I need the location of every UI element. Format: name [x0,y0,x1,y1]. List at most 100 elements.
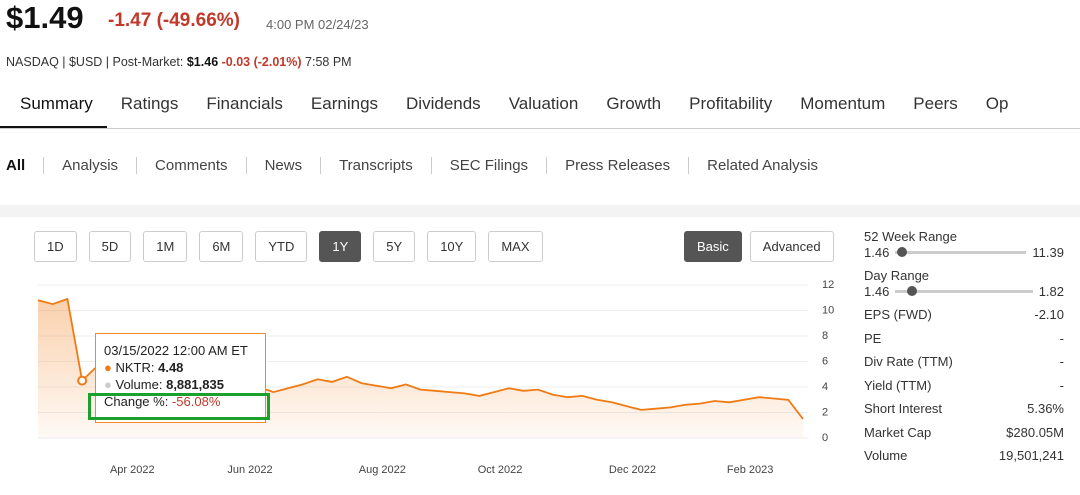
x-tick-label: Dec 2022 [609,464,656,476]
sub-tab[interactable]: Press Releases [546,157,688,174]
range-label: 52 Week Range [864,229,957,244]
stat-label: Market Cap [864,424,932,440]
range-track [895,246,1027,257]
stat-row: Short Interest 5.36% [864,401,1064,425]
range-button[interactable]: MAX [488,231,543,262]
hover-point [77,375,88,386]
stat-value: 19,501,241 [998,448,1064,463]
quote-time: 4:00 PM 02/24/23 [266,17,369,32]
tooltip-price: ● NKTR: 4.48 [104,360,184,375]
range-low: 1.46 [864,244,890,260]
post-time: 7:58 PM [305,55,352,69]
post-change: -0.03 (-2.01%) [221,55,302,69]
tab[interactable]: Op [985,94,1009,113]
highlight-box [88,393,270,420]
tooltip-volume-value: 8,881,835 [166,377,224,392]
sub-tab[interactable]: SEC Filings [430,157,546,174]
sub-tab[interactable]: Transcripts [320,157,431,174]
tab[interactable]: Growth [606,94,662,113]
y-tick-label: 10 [822,304,834,316]
sub-tab[interactable]: All [6,157,26,174]
view-button[interactable]: Advanced [749,231,834,262]
range-knob [907,285,918,296]
price: $1.49 [6,0,84,35]
sub-tab[interactable]: Comments [136,157,246,174]
tab[interactable]: Earnings [310,94,379,113]
x-tick-label: Oct 2022 [478,464,523,476]
exchange: NASDAQ | $USD | Post-Market: [6,55,184,69]
tab[interactable]: Summary [0,92,107,128]
tooltip-change-label: Change %: [104,394,169,409]
post-market-line: NASDAQ | $USD | Post-Market: $1.46 -0.03… [6,55,352,69]
range-button[interactable]: 10Y [427,231,477,262]
range-low: 1.46 [864,283,890,299]
y-tick-label: 2 [822,406,828,418]
stat-row: Volume 19,501,241 [864,448,1064,472]
view-button[interactable]: Basic [684,231,742,262]
range-button[interactable]: YTD [255,231,308,262]
tab[interactable]: Dividends [406,94,481,113]
stat-label: Volume [864,448,908,463]
tooltip-volume-label: Volume: [115,377,163,392]
range-bar: 1.46 1.82 [864,283,1064,299]
tab[interactable]: Valuation [508,94,579,113]
tooltip-change: Change %: -56.08% [104,393,257,410]
sub-tab-bar: All Analysis Comments News Transcripts SEC Fi… [6,157,836,174]
stat-label: Yield (TTM) [864,377,932,393]
stat-value: 5.36% [1027,401,1064,416]
range-knob [897,246,908,257]
stat-label: Div Rate (TTM) [864,354,953,369]
range-high: 1.82 [1038,283,1064,299]
x-tick-label: Feb 2023 [727,464,773,476]
y-tick-label: 4 [822,381,828,393]
tab[interactable]: Financials [206,94,283,113]
stat-rows: EPS (FWD) -2.10 PE - Div Rate (TTM) - Yield (T… [864,307,1064,472]
x-tick-label: Aug 2022 [359,464,406,476]
range-button[interactable]: 1D [34,231,77,262]
stat-row: Yield (TTM) - [864,378,1064,402]
sub-tab[interactable]: Related Analysis [688,157,836,174]
tooltip-date: 03/15/2022 12:00 AM ET [104,343,248,358]
y-tick-label: 12 [822,279,834,291]
stat-value: - [1059,354,1064,369]
stats-panel: 52 Week Range 1.46 11.39 Day Range 1.46 1.… [864,229,1064,472]
range-button[interactable]: 1Y [319,231,362,262]
tooltip: 03/15/2022 12:00 AM ET ● NKTR: 4.48 ● Vo… [95,333,266,423]
tooltip-change-value: -56.08% [171,394,221,409]
stat-label: EPS (FWD) [864,307,932,322]
price-change: -1.47 (-49.66%) [108,10,241,31]
tab[interactable]: Profitability [689,94,773,113]
stat-row: EPS (FWD) -2.10 [864,307,1064,331]
stat-value: - [1059,377,1064,393]
range-button[interactable]: 6M [199,231,244,262]
range-buttons: 1D 5D 1M 6M YTD 1Y 5Y 10Y MAX [34,231,543,262]
view-buttons: Basic Advanced [684,231,834,262]
tab[interactable]: Momentum [800,94,886,113]
sub-tab[interactable]: News [245,157,321,174]
range-high: 11.39 [1032,244,1064,260]
tooltip-ticker: NKTR: [115,360,155,375]
range-button[interactable]: 5Y [373,231,416,262]
range-label: Day Range [864,268,930,283]
stat-row: PE - [864,331,1064,355]
range-button[interactable]: 5D [88,231,132,262]
x-tick-label: Apr 2022 [110,464,155,476]
tab[interactable]: Peers [913,94,958,113]
x-tick-label: Jun 2022 [227,464,272,476]
range-button[interactable]: 1M [143,231,188,262]
stat-label: Short Interest [864,401,943,416]
stat-value: -2.10 [1034,307,1064,322]
stat-value: $280.05M [1006,424,1064,440]
stat-row: Market Cap $280.05M [864,425,1064,449]
stat-row: Div Rate (TTM) - [864,354,1064,378]
y-tick-label: 0 [822,432,828,444]
range-bar: 1.46 11.39 [864,244,1064,260]
tab[interactable]: Ratings [120,94,179,113]
tab-bar: Summary Ratings Financials Earnings Dividend… [0,92,1080,129]
sub-tab[interactable]: Analysis [43,157,136,174]
tooltip-price-value: 4.48 [158,360,184,375]
tooltip-volume: ● Volume: 8,881,835 [104,377,224,392]
post-price: $1.46 [186,55,219,69]
y-tick-label: 6 [822,355,828,367]
